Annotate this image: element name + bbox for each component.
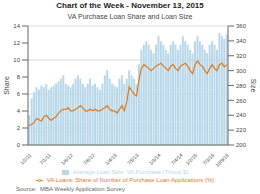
svg-text:14: 14 [13, 23, 20, 29]
svg-text:10: 10 [13, 57, 20, 63]
svg-text:320: 320 [236, 53, 247, 59]
svg-text:Size: Size [250, 79, 252, 93]
svg-text:260: 260 [236, 98, 247, 104]
svg-text:1/2/11: 1/2/11 [19, 152, 33, 166]
svg-text:7/5/13: 7/5/13 [126, 152, 140, 166]
svg-text:7/4/14: 7/4/14 [170, 152, 184, 166]
svg-text:220: 220 [236, 127, 247, 133]
svg-text:Share: Share [8, 76, 10, 95]
svg-text:340: 340 [236, 38, 247, 44]
html-text:Average Loan Size: VA Purchase: Average Loan Size: VA Purchase (Thous.$) [72, 169, 189, 175]
svg-text:4: 4 [17, 108, 21, 114]
html-text:Chart of the Week - November 1: Chart of the Week - November 13, 2015 [56, 1, 204, 10]
html-text:Source: MBA Weekly Application: Source: MBA Weekly Application Survey [16, 186, 125, 192]
svg-text:2: 2 [17, 125, 21, 131]
html-text:VA Loans: Share of Number of P: VA Loans: Share of Number of Purchase Lo… [46, 177, 215, 183]
svg-text:200: 200 [236, 142, 247, 148]
svg-text:6: 6 [17, 91, 21, 97]
svg-text:280: 280 [236, 83, 247, 89]
svg-text:10/9/15: 10/9/15 [214, 152, 230, 168]
svg-text:240: 240 [236, 112, 247, 118]
svg-text:1/6/12: 1/6/12 [60, 152, 74, 166]
svg-text:1/2/15: 1/2/15 [184, 152, 198, 166]
svg-text:8: 8 [17, 74, 21, 80]
svg-text:300: 300 [236, 68, 247, 74]
svg-text:12: 12 [13, 40, 20, 46]
svg-text:360: 360 [236, 23, 247, 29]
svg-text:1/4/13: 1/4/13 [104, 152, 118, 166]
svg-text:7/1/11: 7/1/11 [38, 152, 52, 166]
svg-text:7/3/15: 7/3/15 [201, 152, 216, 167]
svg-text:7/6/12: 7/6/12 [82, 152, 96, 166]
html-text:VA Purchase Loan Share and Loa: VA Purchase Loan Share and Loan Size [67, 13, 193, 20]
svg-text:1/3/14: 1/3/14 [148, 152, 162, 166]
svg-text:0: 0 [17, 142, 21, 148]
